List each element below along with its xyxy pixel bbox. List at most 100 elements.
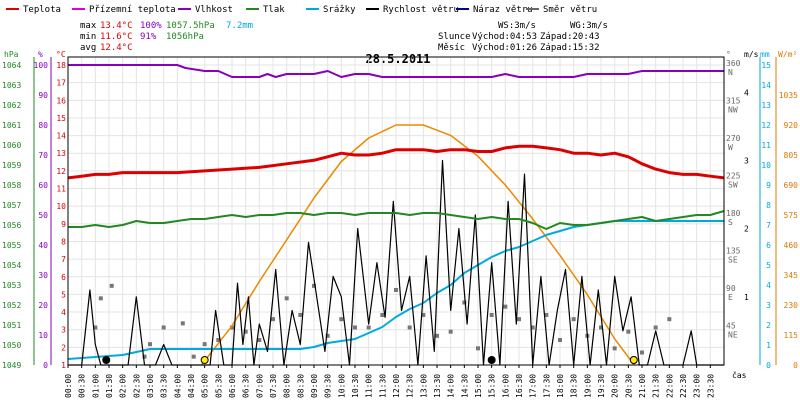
- dir-tick-label: W: [728, 143, 733, 152]
- mm-tick-label: 10: [761, 161, 771, 170]
- x-tick-label: 17:00: [529, 374, 538, 398]
- stats-max-rain: 7.2mm: [226, 21, 253, 31]
- moon-marker: [487, 356, 496, 364]
- hpa-tick-label: 1050: [2, 341, 21, 350]
- x-tick-label: 16:00: [501, 374, 510, 398]
- x-tick-label: 16:30: [515, 374, 524, 398]
- dir-tick-label: SE: [728, 256, 738, 265]
- stats-max-label: max: [80, 21, 97, 31]
- wind-gust-info: WG:3m/s: [570, 21, 608, 31]
- legend-label-4: Srážky: [323, 5, 356, 15]
- hpa-unit: hPa: [4, 50, 19, 59]
- wm2-unit: W/m²: [778, 50, 797, 59]
- ms-tick-label: 1: [744, 293, 749, 302]
- wind-dir-point: [243, 329, 248, 334]
- x-tick-label: 04:00: [173, 374, 182, 398]
- mm-tick-label: 15: [761, 61, 771, 70]
- legend-label-6: Náraz větru: [473, 5, 533, 15]
- right-axes: 45NE90E135SE180S225SW270W315NW360N123401…: [726, 57, 798, 370]
- legend: Teplota Přízemní teplota Vlhkost Tlak Srážky…: [6, 5, 597, 15]
- wind-dir-point: [448, 329, 453, 334]
- temp-tick-label: 14: [56, 132, 66, 141]
- x-tick-label: 22:30: [679, 374, 688, 398]
- temp-tick-label: 15: [56, 114, 66, 123]
- x-tick-label: 23:00: [693, 374, 702, 398]
- pct-tick-label: 100: [34, 61, 49, 70]
- sun-marker: [200, 356, 209, 364]
- pct-tick-label: 40: [38, 241, 48, 250]
- x-tick-label: 20:30: [624, 374, 633, 398]
- x-tick-label: 08:30: [296, 374, 305, 398]
- stats-max-humidity: 100%: [140, 21, 162, 31]
- wind-dir-point: [202, 342, 207, 347]
- wind-dir-point: [530, 325, 535, 330]
- x-tick-label: 05:00: [201, 374, 210, 398]
- x-tick-label: 20:00: [611, 374, 620, 398]
- stats-min-temp: 11.6°C: [100, 32, 133, 42]
- temp-tick-label: 11: [56, 185, 66, 194]
- x-tick-label: 10:30: [351, 374, 360, 398]
- percent-unit: %: [38, 50, 43, 59]
- hpa-tick-label: 1054: [2, 261, 21, 270]
- degree-unit: °: [726, 50, 731, 59]
- wm2-tick-label: 345: [784, 271, 799, 280]
- legend-label-3: Tlak: [263, 5, 285, 15]
- mm-tick-label: 0: [766, 361, 771, 370]
- temp-tick-label: 10: [56, 202, 66, 211]
- mm-tick-label: 4: [766, 281, 771, 290]
- hpa-tick-label: 1049: [2, 361, 21, 370]
- wind-dir-point: [325, 333, 330, 338]
- x-tick-label: 11:30: [378, 374, 387, 398]
- x-tick-label: 10:00: [337, 374, 346, 398]
- wm2-tick-label: 115: [784, 331, 799, 340]
- wm2-tick-label: 460: [784, 241, 799, 250]
- left-axes: 1049105010511052105310541055105610571058…: [2, 57, 66, 370]
- stats-min-pressure: 1056hPa: [166, 32, 204, 42]
- wind-dir-point: [503, 304, 508, 309]
- x-tick-label: 02:30: [132, 374, 141, 398]
- hpa-tick-label: 1061: [2, 121, 21, 130]
- x-tick-label: 22:00: [665, 374, 674, 398]
- pct-tick-label: 60: [38, 181, 48, 190]
- wind-dir-point: [109, 283, 114, 288]
- temp-tick-label: 5: [61, 290, 66, 299]
- x-tick-label: 09:30: [324, 374, 333, 398]
- hpa-tick-label: 1056: [2, 221, 21, 230]
- wind-dir-point: [544, 313, 549, 317]
- wm2-tick-label: 575: [784, 211, 799, 220]
- pct-tick-label: 70: [38, 151, 48, 160]
- x-tick-label: 11:00: [365, 374, 374, 398]
- x-tick-label: 08:00: [283, 374, 292, 398]
- wind-dir-point: [407, 325, 412, 330]
- pct-tick-label: 20: [38, 301, 48, 310]
- wm2-tick-label: 805: [784, 151, 799, 160]
- mm-tick-label: 7: [766, 221, 771, 230]
- dir-tick-deg: 180: [726, 209, 741, 218]
- stats-block: max 13.4°C 100% 1057.5hPa 7.2mm min 11.6…: [80, 21, 253, 53]
- astro-info: WS:3m/s WG:3m/s Slunce Východ:04:53 Zápa…: [438, 21, 608, 53]
- wind-dir-point: [180, 321, 185, 326]
- sun-label: Slunce: [438, 32, 471, 42]
- dir-tick-deg: 135: [726, 247, 741, 256]
- stats-avg-temp: 12.4°C: [100, 43, 133, 53]
- x-tick-label: 12:30: [406, 374, 415, 398]
- wind-dir-point: [148, 342, 152, 347]
- wind-dir-point: [626, 329, 631, 334]
- wind-dir-point: [312, 283, 316, 288]
- temp-tick-label: 3: [61, 326, 66, 335]
- temp-tick-label: 2: [61, 343, 66, 352]
- x-tick-label: 09:00: [310, 374, 319, 398]
- legend-label-7: Směr větru: [543, 5, 597, 15]
- x-tick-label: 06:00: [228, 374, 237, 398]
- x-tick-label: 17:30: [542, 374, 551, 398]
- temp-tick-label: 9: [61, 220, 66, 229]
- temp-tick-label: 7: [61, 255, 66, 264]
- pct-tick-label: 30: [38, 271, 48, 280]
- x-tick-label: 13:00: [419, 374, 428, 398]
- dir-tick-label: SW: [728, 181, 738, 190]
- mm-tick-label: 11: [761, 141, 771, 150]
- moon-label: Měsíc: [438, 43, 465, 53]
- hpa-tick-label: 1060: [2, 141, 21, 150]
- x-tick-label: 01:30: [105, 374, 114, 398]
